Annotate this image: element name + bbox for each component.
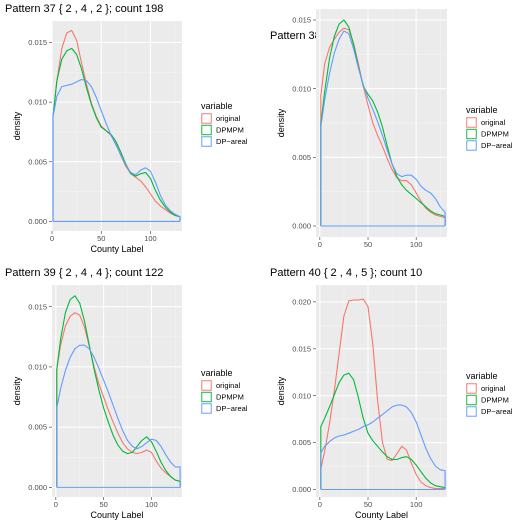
panel-4-x-axis-title: County Label: [355, 510, 408, 520]
panel-4-legend-key-swatch: [466, 406, 477, 417]
panel-1-xtick-label: 100: [144, 234, 157, 243]
panel-3-ytick-label: 0.010: [28, 363, 47, 372]
panel-3-ytick-label: 0.005: [28, 423, 47, 432]
panel-2-series-original-line: [320, 27, 446, 226]
panel-3-series-original-line: [56, 312, 181, 488]
panel-3-legend-key-swatch: [201, 380, 212, 391]
panel-4-ytick-label: 0.005: [292, 438, 311, 447]
panel-1-series-group: [52, 29, 181, 223]
panel-3-ytick-label: 0.015: [28, 302, 47, 311]
panel-2-ytick-label: 0.010: [292, 84, 311, 93]
panel-4-plot-background: [316, 285, 447, 497]
panel-1-ytick-label: 0.005: [28, 157, 47, 166]
panel-2-xtick-label: 100: [410, 240, 423, 249]
panel-2-legend-label: DP−areal: [481, 141, 513, 150]
panel-2-legend: variable original DPMPM DP−areal: [466, 105, 513, 151]
panel-4: Pattern 40 { 2 , 4 , 5 }; count 10 0.000 0…: [270, 267, 513, 520]
panel-3-series-dp-areal-line: [56, 344, 181, 488]
panel-3-series-group: [56, 295, 181, 488]
panel-3-legend: variable original DPMPM DP−areal: [201, 368, 248, 414]
panel-2-legend-title: variable: [466, 105, 498, 115]
panel-4-y-axis-title: density: [276, 376, 286, 405]
panel-1-legend: variable original DPMPM DP−areal: [201, 101, 248, 147]
panel-4-legend-key-swatch: [466, 383, 477, 394]
panel-2-ytick-label: 0.015: [292, 16, 311, 25]
panel-1-legend-label: DPMPM: [216, 126, 244, 135]
panel-4-legend-label: DPMPM: [481, 396, 509, 405]
panel-2-series-dp-areal-line: [320, 30, 446, 226]
panel-3-legend-label: DP−areal: [216, 404, 248, 413]
panel-4-legend: variable original DPMPM DP−areal: [466, 371, 513, 417]
panel-2-ytick-label: 0.005: [292, 153, 311, 162]
panel-1-legend-key-swatch: [201, 124, 212, 136]
panel-1-xtick-label: 0: [50, 234, 54, 243]
panel-2-series-dpmpm-line: [320, 19, 446, 226]
panel-1-legend-label: original: [216, 114, 241, 123]
panel-2-series-group: [320, 19, 446, 227]
panel-3-legend-label: DPMPM: [216, 393, 244, 402]
panel-2-xtick-label: 50: [364, 240, 372, 249]
panel-4-xtick-label: 100: [410, 500, 423, 509]
panel-1-legend-key-swatch: [201, 113, 212, 124]
panel-3-series-dpmpm-line: [56, 295, 181, 488]
panel-4-xtick-label: 50: [364, 500, 372, 509]
panel-3-legend-key-swatch: [201, 391, 212, 403]
panel-4-series-group: [320, 298, 446, 491]
panel-4-title: Pattern 40 { 2 , 4 , 5 }; count 10: [270, 267, 422, 279]
panel-1-legend-title: variable: [201, 101, 233, 111]
panel-4-series-dp-areal-line: [320, 404, 446, 490]
panel-4-ytick-label: 0.000: [292, 485, 311, 494]
panel-4-legend-label: original: [481, 384, 506, 393]
panel-2-xtick-label: 0: [318, 240, 322, 249]
panel-1-ytick-label: 0.010: [28, 98, 47, 107]
panel-2-legend-key-swatch: [466, 117, 477, 128]
panel-1-ytick-label: 0.015: [28, 38, 47, 47]
panel-4-legend-label: DP−areal: [481, 407, 513, 416]
panel-4-legend-title: variable: [466, 371, 498, 381]
panel-1-ytick-label: 0.000: [28, 217, 47, 226]
panel-1-xtick-label: 50: [97, 234, 105, 243]
panel-3-legend-title: variable: [201, 368, 233, 378]
panel-2-legend-label: DPMPM: [481, 130, 509, 139]
panel-3-xtick-label: 0: [54, 500, 58, 509]
panel-3-legend-key-swatch: [201, 403, 212, 414]
panel-4-ytick-label: 0.015: [292, 344, 311, 353]
panel-1-y-axis-title: density: [12, 111, 22, 140]
panel-1: Pattern 37 { 2 , 4 , 2 }; count 198 0.000…: [5, 3, 248, 254]
panel-2-legend-key-swatch: [466, 128, 477, 140]
panel-3: Pattern 39 { 2 , 4 , 4 }; count 122 0.000…: [5, 267, 248, 520]
panel-3-ytick-label: 0.000: [28, 483, 47, 492]
panel-4-legend-key-swatch: [466, 394, 477, 406]
panel-2-y-axis-title: density: [276, 108, 286, 137]
panel-3-x-axis-title: County Label: [90, 510, 143, 520]
panel-1-title: Pattern 37 { 2 , 4 , 2 }; count 198: [5, 3, 163, 15]
panel-2: Pattern 38 { 2 , 4 , 3 }; count 3440.000…: [270, 9, 513, 249]
panel-4-series-dpmpm-line: [320, 372, 446, 490]
panel-2-legend-label: original: [481, 118, 506, 127]
panel-4-series-original-line: [320, 298, 446, 490]
panel-2-ytick-label: 0.000: [292, 222, 311, 231]
panel-3-xtick-label: 100: [145, 500, 158, 509]
panel-2-legend-key-swatch: [466, 140, 477, 151]
panel-1-legend-key-swatch: [201, 136, 212, 147]
panel-1-legend-label: DP−areal: [216, 137, 248, 146]
panel-4-ytick-label: 0.010: [292, 391, 311, 400]
panel-3-title: Pattern 39 { 2 , 4 , 4 }; count 122: [5, 267, 163, 279]
panel-1-series-dp-areal-line: [52, 78, 181, 222]
panel-3-xtick-label: 50: [99, 500, 107, 509]
panel-4-ytick-label: 0.020: [292, 297, 311, 306]
panel-4-xtick-label: 0: [318, 500, 322, 509]
panel-3-y-axis-title: density: [12, 376, 22, 405]
panel-1-series-dpmpm-line: [52, 47, 181, 222]
panel-1-x-axis-title: County Label: [90, 244, 143, 254]
panel-3-legend-label: original: [216, 381, 241, 390]
